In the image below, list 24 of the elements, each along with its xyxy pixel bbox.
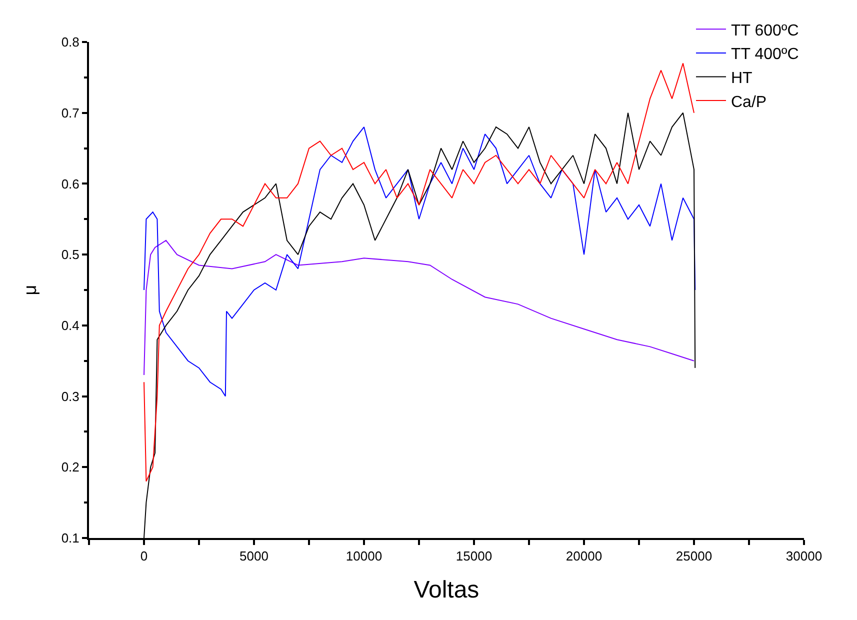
x-tick-label: 5000 xyxy=(240,548,268,564)
x-tick-label: 10000 xyxy=(346,548,382,564)
y-tick-label: 0.6 xyxy=(61,176,80,192)
x-tick-label: 20000 xyxy=(566,548,602,564)
legend-label: Ca/P xyxy=(731,94,767,111)
line-series xyxy=(144,240,694,376)
x-tick-label: 0 xyxy=(140,548,148,564)
legend-label: TT 600ºC xyxy=(731,22,799,40)
x-tick-label: 25000 xyxy=(676,548,712,564)
x-tick-label: 15000 xyxy=(456,548,492,564)
y-axis-title: μ xyxy=(20,284,40,296)
y-tick-label: 0.5 xyxy=(61,247,80,262)
line-series xyxy=(144,62,694,482)
y-tick-label: 0.3 xyxy=(61,388,80,404)
y-tick-label: 0.1 xyxy=(61,530,80,546)
y-tick-label: 0.8 xyxy=(61,34,80,50)
legend-label: TT 400ºC xyxy=(731,46,799,64)
y-tick-label: 0.2 xyxy=(61,460,80,475)
line-series xyxy=(144,126,696,397)
y-tick-label: 0.4 xyxy=(61,318,80,333)
x-tick-label: 30000 xyxy=(786,548,822,564)
y-tick-label: 0.7 xyxy=(61,105,80,120)
x-axis-title: Voltas xyxy=(414,576,480,604)
legend-label: HT xyxy=(731,70,753,87)
